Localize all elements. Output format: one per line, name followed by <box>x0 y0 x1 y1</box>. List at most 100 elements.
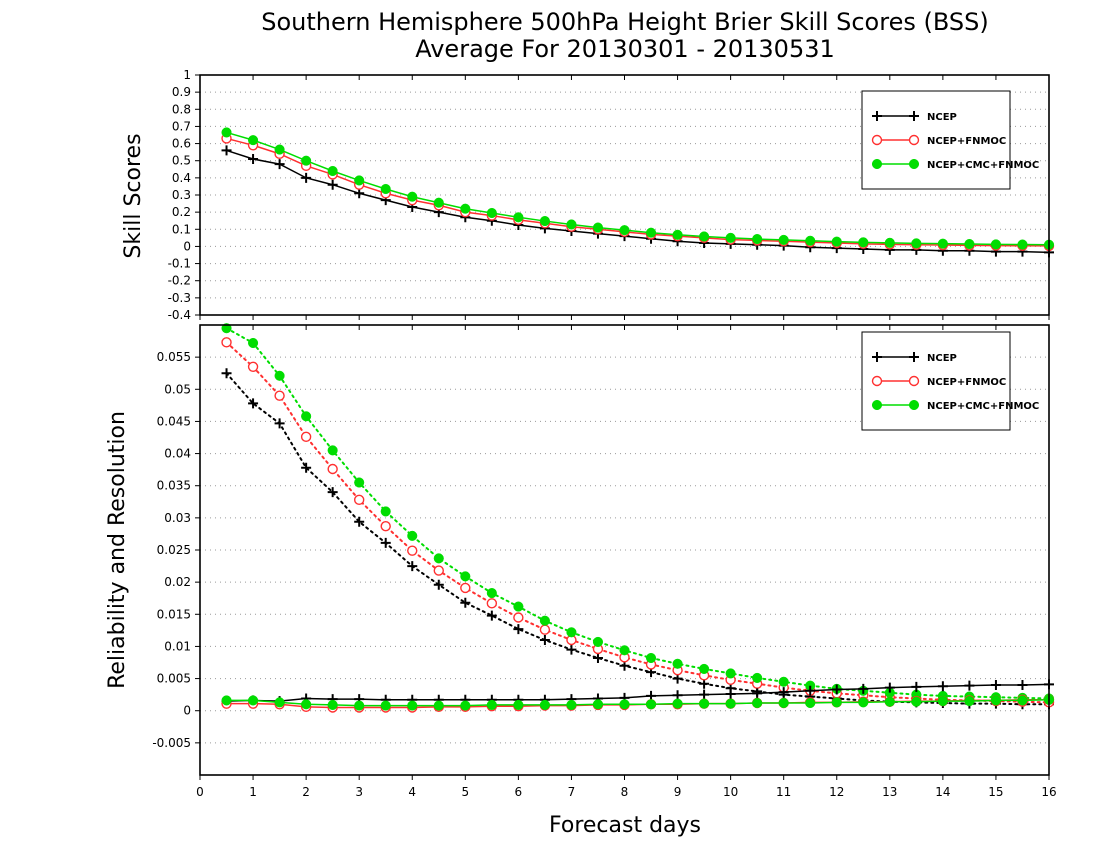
top-data-point <box>964 238 975 250</box>
bottom-data-point <box>460 582 471 594</box>
bottom-data-point <box>539 615 550 626</box>
bottom-data-point <box>327 445 338 456</box>
top-data-point <box>778 234 789 245</box>
plots-layer: -0.4 -0.3 -0.2 -0.1 0 0.1 0.2 0.3 0.4 0.5 0.6 0.7 0.… <box>152 68 1056 799</box>
bottom-data-point <box>380 506 391 517</box>
bottom-data-point <box>513 699 524 710</box>
bottom-data-point <box>274 370 285 381</box>
bottom-data-point <box>354 477 365 488</box>
top-legend: NCEP NCEP+FNMOC NCEP+CMC+FNMOC <box>861 90 1039 190</box>
top-data-point <box>645 227 657 238</box>
bottom-data-point <box>752 672 763 683</box>
top-data-point <box>327 179 338 190</box>
bottom-data-point <box>778 697 789 709</box>
bottom-data-point <box>327 487 338 498</box>
top-legend-label: NCEP+CMC+FNMOC <box>927 160 1039 171</box>
bottom-series-reliability-ncep-cmc-fnmoc <box>221 694 1055 711</box>
bottom-x-tick-label: 4 <box>408 785 416 799</box>
bottom-data-point <box>752 688 763 699</box>
top-data-point <box>566 219 577 230</box>
bottom-data-point <box>592 636 604 647</box>
bottom-y-tick-label: 0.02 <box>164 575 191 589</box>
top-y-tick-label: -0.2 <box>168 274 191 288</box>
bottom-x-tick-label: 10 <box>723 785 738 799</box>
bottom-data-point <box>433 700 444 711</box>
top-data-point <box>380 183 391 195</box>
bottom-y-tick-label: 0.045 <box>157 414 191 428</box>
top-data-point <box>990 239 1001 250</box>
top-data-point <box>327 165 338 177</box>
bottom-data-point <box>221 337 232 348</box>
bottom-y-tick-label: 0.005 <box>157 672 191 686</box>
top-data-point <box>301 155 312 166</box>
bottom-legend-marker <box>871 375 883 387</box>
bottom-data-point <box>300 431 312 443</box>
bottom-data-point <box>486 699 497 710</box>
bottom-data-point <box>486 610 497 621</box>
top-data-point <box>248 154 259 164</box>
bottom-data-point <box>274 418 285 429</box>
top-data-point <box>1017 239 1028 250</box>
bottom-data-point <box>752 697 763 709</box>
bottom-data-point <box>460 571 471 582</box>
bottom-data-point <box>407 530 418 541</box>
bottom-legend-label: NCEP+CMC+FNMOC <box>927 401 1039 412</box>
bottom-data-point <box>805 697 816 709</box>
top-y-tick-label: -0.3 <box>168 291 191 305</box>
bottom-data-point <box>354 700 365 711</box>
bottom-data-point <box>248 695 259 706</box>
top-legend-label: NCEP+FNMOC <box>927 136 1006 147</box>
bottom-x-tick-label: 15 <box>988 785 1003 799</box>
top-data-point <box>805 235 816 246</box>
bottom-data-point <box>592 653 603 663</box>
bottom-data-point <box>990 680 1001 690</box>
bottom-data-point <box>301 462 312 473</box>
bottom-y-axis-title: Reliability and Resolution <box>105 411 130 689</box>
bottom-data-point <box>990 695 1001 706</box>
bottom-data-point <box>460 700 471 711</box>
top-data-point <box>407 191 418 202</box>
top-legend-marker <box>872 111 882 121</box>
bottom-data-point <box>327 463 338 475</box>
bottom-series-reliability-ncep <box>221 679 1054 707</box>
bottom-data-point <box>354 516 365 527</box>
bottom-data-point <box>433 579 444 590</box>
top-data-point <box>486 207 497 219</box>
bottom-y-tick-label: 0 <box>183 704 191 718</box>
bottom-x-tick-label: 11 <box>776 785 791 799</box>
bottom-data-point <box>778 676 789 687</box>
bottom-data-point <box>407 545 418 556</box>
bottom-x-tick-label: 13 <box>882 785 897 799</box>
top-series-ncep-cmc-fnmoc <box>221 127 1055 250</box>
top-y-tick-label: 0.9 <box>172 85 191 99</box>
bottom-data-point <box>831 684 842 695</box>
top-data-point <box>831 236 842 247</box>
top-data-point <box>725 232 736 243</box>
top-y-tick-label: 0.8 <box>172 102 191 116</box>
bottom-data-point <box>725 698 736 709</box>
bottom-data-point <box>247 361 259 372</box>
chart-title-line-1: Southern Hemisphere 500hPa Height Brier … <box>261 8 988 36</box>
bottom-data-point <box>964 680 975 691</box>
bottom-x-tick-label: 2 <box>302 785 310 799</box>
bottom-data-point <box>539 635 550 645</box>
bottom-data-point <box>619 699 630 710</box>
top-data-point <box>619 225 630 236</box>
bottom-y-tick-label: 0.055 <box>157 350 191 364</box>
bottom-data-point <box>699 663 710 674</box>
bottom-data-point <box>407 700 418 711</box>
top-data-point <box>858 237 869 248</box>
top-data-point <box>460 203 471 214</box>
bottom-legend-marker <box>908 375 920 387</box>
bottom-data-point <box>699 698 710 709</box>
top-y-tick-label: 0.5 <box>172 154 191 168</box>
bottom-legend-marker <box>871 399 883 411</box>
top-data-point <box>752 234 763 245</box>
bottom-data-point <box>539 699 550 710</box>
bottom-data-point <box>725 689 736 699</box>
bottom-series-line <box>225 372 1049 706</box>
bottom-data-point <box>248 398 259 409</box>
bottom-x-tick-label: 8 <box>621 785 629 799</box>
top-y-tick-label: 0.3 <box>172 188 191 202</box>
top-legend-marker <box>908 134 920 146</box>
